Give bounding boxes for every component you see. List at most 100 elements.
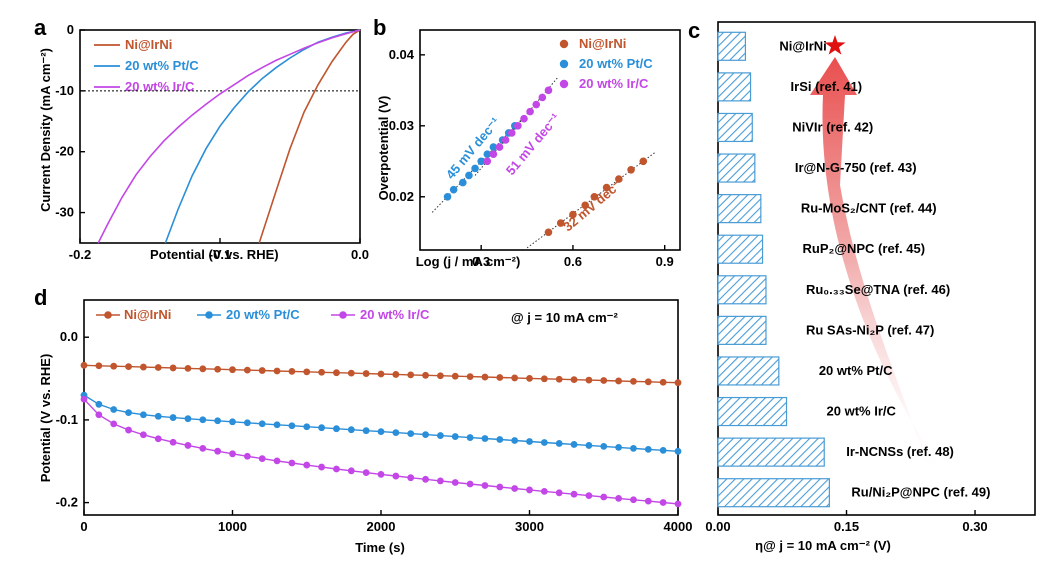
panel-d-point-pt bbox=[407, 430, 415, 438]
legend-b-ir-marker bbox=[559, 79, 569, 89]
panel-d-point-ni bbox=[318, 368, 325, 376]
panel-d-point-ir bbox=[140, 431, 147, 439]
panel-d-point-pt bbox=[615, 443, 622, 451]
panel-d-xtick-label: 3000 bbox=[515, 519, 544, 534]
panel-b-point-ir bbox=[538, 93, 547, 102]
panel-d-point-pt bbox=[362, 427, 370, 435]
panel-c-bar-label: Ir-NCNSs (ref. 48) bbox=[846, 444, 954, 459]
panel-d-point-ir bbox=[585, 492, 593, 500]
panel-d-point-ni bbox=[288, 368, 296, 375]
panel-d-point-ni bbox=[615, 377, 622, 385]
panel-d-point-ir bbox=[451, 479, 459, 486]
panel-a-line-ni bbox=[258, 29, 361, 244]
panel-d-point-ir bbox=[110, 420, 118, 428]
panel-b-xlabel: Log (j / mA cm⁻²) bbox=[416, 254, 521, 269]
panel-c-bar bbox=[717, 275, 767, 305]
panel-b-ytick-label: 0.04 bbox=[389, 47, 415, 62]
panel-b-point-pt bbox=[489, 143, 498, 151]
panel-a-xtick-label: -0.1 bbox=[209, 247, 231, 262]
panel-d-point-ni bbox=[630, 377, 637, 385]
panel-d-point-pt bbox=[526, 438, 533, 445]
panel-d-point-pt bbox=[169, 414, 177, 421]
panel-c-xtick-label: 0.00 bbox=[705, 519, 730, 534]
panel-c-bar-label: 20 wt% Pt/C bbox=[819, 363, 893, 378]
panel-d-point-ir bbox=[600, 493, 608, 501]
panel-d-point-ni bbox=[303, 368, 311, 376]
panel-a-xtick-label: -0.2 bbox=[69, 247, 91, 262]
panel-label-a: a bbox=[34, 15, 47, 40]
panel-d-point-pt bbox=[184, 415, 192, 423]
panel-d-point-pt bbox=[466, 434, 474, 441]
legend-d-ir-marker bbox=[339, 311, 347, 319]
panel-c-bar-label: NiVIr (ref. 42) bbox=[792, 119, 873, 134]
panel-d-point-ni bbox=[229, 366, 236, 374]
panel-b-point-pt bbox=[449, 185, 458, 194]
panel-d-point-ni bbox=[377, 370, 385, 378]
panel-c-bar-label: Ni@IrNi bbox=[779, 38, 826, 53]
panel-d-point-pt bbox=[229, 418, 236, 426]
panel-d-point-ni bbox=[481, 373, 489, 381]
panel-b-point-ir bbox=[483, 157, 492, 166]
panel-b-xtick-label: 0.3 bbox=[472, 254, 490, 269]
panel-b-legend: Ni@IrNi 20 wt% Pt/C 20 wt% Ir/C bbox=[559, 36, 653, 91]
panel-d-point-ir bbox=[630, 496, 637, 504]
panel-label-b: b bbox=[373, 15, 386, 40]
panel-d-point-ni bbox=[540, 375, 548, 383]
legend-a-ni-label: Ni@IrNi bbox=[125, 37, 172, 52]
panel-d-point-ir bbox=[570, 490, 578, 498]
panel-a-legend: Ni@IrNi 20 wt% Pt/C 20 wt% Ir/C bbox=[94, 37, 199, 94]
panel-d: Time (s) Potential (V vs. RHE) @ j = 10 … bbox=[38, 299, 692, 555]
panel-b-point-ir bbox=[520, 114, 528, 123]
panel-b-point-ni bbox=[615, 175, 623, 183]
panel-d-point-ni bbox=[140, 363, 147, 371]
panel-d-point-pt bbox=[154, 412, 162, 420]
panel-a-xlabel: Potential (V vs. RHE) bbox=[150, 247, 279, 262]
panel-d-ytick-label: -0.2 bbox=[56, 495, 78, 510]
panel-d-point-ni bbox=[466, 373, 474, 381]
panel-d-point-pt bbox=[496, 436, 504, 443]
panel-b-point-ir bbox=[495, 143, 504, 151]
panel-d-xlabel: Time (s) bbox=[355, 540, 405, 555]
panel-d-ytick-label: 0.0 bbox=[60, 329, 78, 344]
panel-d-legend: Ni@IrNi 20 wt% Pt/C 20 wt% Ir/C bbox=[96, 307, 430, 322]
panel-d-point-ir bbox=[303, 461, 311, 469]
panel-d-point-pt bbox=[347, 426, 355, 434]
panel-d-point-ir bbox=[496, 483, 504, 491]
panel-d-point-ni bbox=[422, 371, 429, 379]
panel-d-point-ir bbox=[199, 445, 207, 452]
legend-d-pt-marker bbox=[205, 311, 213, 319]
panel-d-point-pt bbox=[243, 419, 251, 427]
panel-b-frame bbox=[419, 29, 681, 251]
legend-a-ir-label: 20 wt% Ir/C bbox=[125, 79, 195, 94]
panel-b-tafel-label-ni: 32 mV dec⁻¹ bbox=[560, 174, 627, 234]
panel-d-point-ni bbox=[169, 364, 177, 372]
panel-d-point-ni bbox=[243, 366, 251, 374]
panel-d-point-ir bbox=[407, 474, 415, 482]
panel-d-ytick-label: -0.1 bbox=[56, 412, 78, 427]
panel-a-ytick-label: -30 bbox=[55, 205, 74, 220]
panel-d-point-ni bbox=[110, 362, 118, 370]
panel-d-point-pt bbox=[392, 429, 400, 437]
panel-d-point-ir bbox=[466, 480, 474, 488]
panel-d-point-ni bbox=[659, 378, 667, 386]
panel-d-point-ni bbox=[95, 362, 103, 370]
panel-d-point-ni bbox=[184, 364, 192, 372]
panel-d-condition: @ j = 10 mA cm⁻² bbox=[511, 310, 619, 325]
panel-c-bar-label: Ru/Ni₂P@NPC (ref. 49) bbox=[851, 485, 990, 500]
panel-d-point-ir bbox=[318, 463, 325, 471]
panel-d-point-ni bbox=[273, 367, 281, 375]
panel-d-point-ir bbox=[243, 452, 251, 460]
panel-c-bar-label: Ru SAs-Ni₂P (ref. 47) bbox=[806, 322, 934, 337]
panel-d-point-pt bbox=[644, 445, 652, 453]
panel-a: Potential (V vs. RHE) Current Density (m… bbox=[38, 22, 369, 262]
panel-d-point-ni bbox=[570, 376, 578, 384]
panel-d-point-pt bbox=[288, 422, 296, 430]
panel-d-point-ni bbox=[199, 365, 207, 373]
panel-b-point-pt bbox=[465, 171, 473, 180]
panel-d-point-ir bbox=[555, 489, 563, 497]
panel-d-point-pt bbox=[585, 442, 593, 449]
panel-c-bar bbox=[717, 437, 825, 467]
panel-d-point-pt bbox=[540, 439, 548, 446]
panel-d-point-ni bbox=[258, 367, 266, 374]
panel-d-point-pt bbox=[377, 428, 385, 436]
